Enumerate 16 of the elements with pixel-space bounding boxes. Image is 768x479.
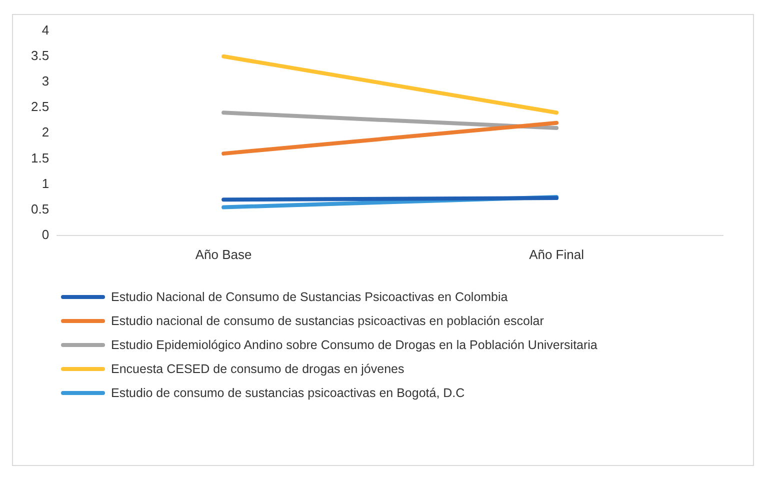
legend-label: Estudio Nacional de Consumo de Sustancias Psicoactivas en Colombia [111, 290, 508, 304]
y-tick-label: 4 [42, 22, 50, 38]
y-tick-label: 1 [42, 176, 50, 191]
y-tick-label: 0.5 [30, 201, 50, 216]
legend-label: Estudio Epidemiológico Andino sobre Consumo de Drogas en la Población Universitaria [111, 338, 598, 352]
x-tick-label: Año Base [195, 246, 252, 262]
x-tick-label: Año Final [529, 246, 584, 262]
y-tick-label: 3.5 [30, 48, 50, 63]
y-tick-label: 1.5 [30, 150, 50, 166]
legend-label: Estudio de consumo de sustancias psicoactivas en Bogotá, D.C [111, 386, 465, 400]
y-tick-label: 2 [42, 124, 50, 140]
y-tick-label: 0 [42, 226, 50, 242]
y-tick-label: 3 [42, 74, 50, 89]
legend-label: Estudio nacional de consumo de sustancias psicoactivas en población escolar [111, 314, 544, 328]
y-tick-label: 2.5 [30, 99, 50, 114]
legend-label: Encuesta CESED de consumo de drogas en jóvenes [111, 362, 404, 376]
